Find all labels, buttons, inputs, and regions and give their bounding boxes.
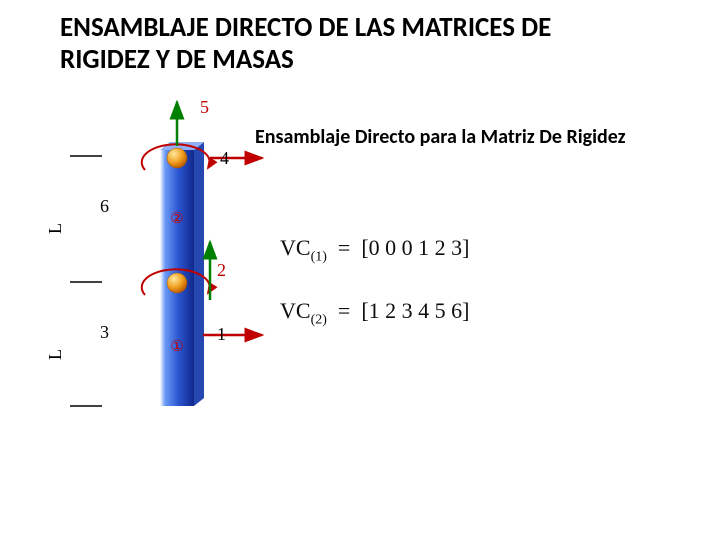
dim-label-upper: L bbox=[45, 223, 66, 234]
diagram-svg bbox=[40, 100, 270, 460]
vc2-label: VC bbox=[280, 298, 311, 323]
title-line2: RIGIDEZ Y DE MASAS bbox=[60, 43, 294, 76]
equation-vc1: VC(1) = [0 0 0 1 2 3] bbox=[280, 235, 469, 265]
node-top bbox=[167, 148, 187, 168]
dof-label-1: 1 bbox=[217, 324, 226, 345]
vc2-sub: (2) bbox=[311, 312, 327, 327]
equation-vc2: VC(2) = [1 2 3 4 5 6] bbox=[280, 298, 469, 328]
dof-label-2: 2 bbox=[217, 260, 226, 281]
subtitle: Ensamblaje Directo para la Matriz De Rig… bbox=[255, 125, 626, 149]
node-mid bbox=[167, 273, 187, 293]
dof-label-5: 5 bbox=[200, 97, 209, 118]
vc1-sub: (1) bbox=[311, 249, 327, 264]
dof-label-4: 4 bbox=[220, 148, 229, 169]
vc1-vals: [0 0 0 1 2 3] bbox=[361, 235, 469, 260]
page-title: ENSAMBLAJE DIRECTO DE LAS MATRICES DE RI… bbox=[60, 12, 551, 77]
vc1-label: VC bbox=[280, 235, 311, 260]
title-line1: ENSAMBLAJE DIRECTO DE LAS MATRICES DE bbox=[60, 11, 551, 44]
vc2-vals: [1 2 3 4 5 6] bbox=[361, 298, 469, 323]
beam-diagram: 5 4 2 1 L L 6 3 ② ① bbox=[40, 100, 260, 460]
dim-label-lower: L bbox=[45, 349, 66, 360]
element-label-2: ② bbox=[166, 208, 188, 230]
dim-num-6: 6 bbox=[100, 196, 109, 217]
dim-num-3: 3 bbox=[100, 322, 109, 343]
element-label-1: ① bbox=[166, 336, 188, 358]
